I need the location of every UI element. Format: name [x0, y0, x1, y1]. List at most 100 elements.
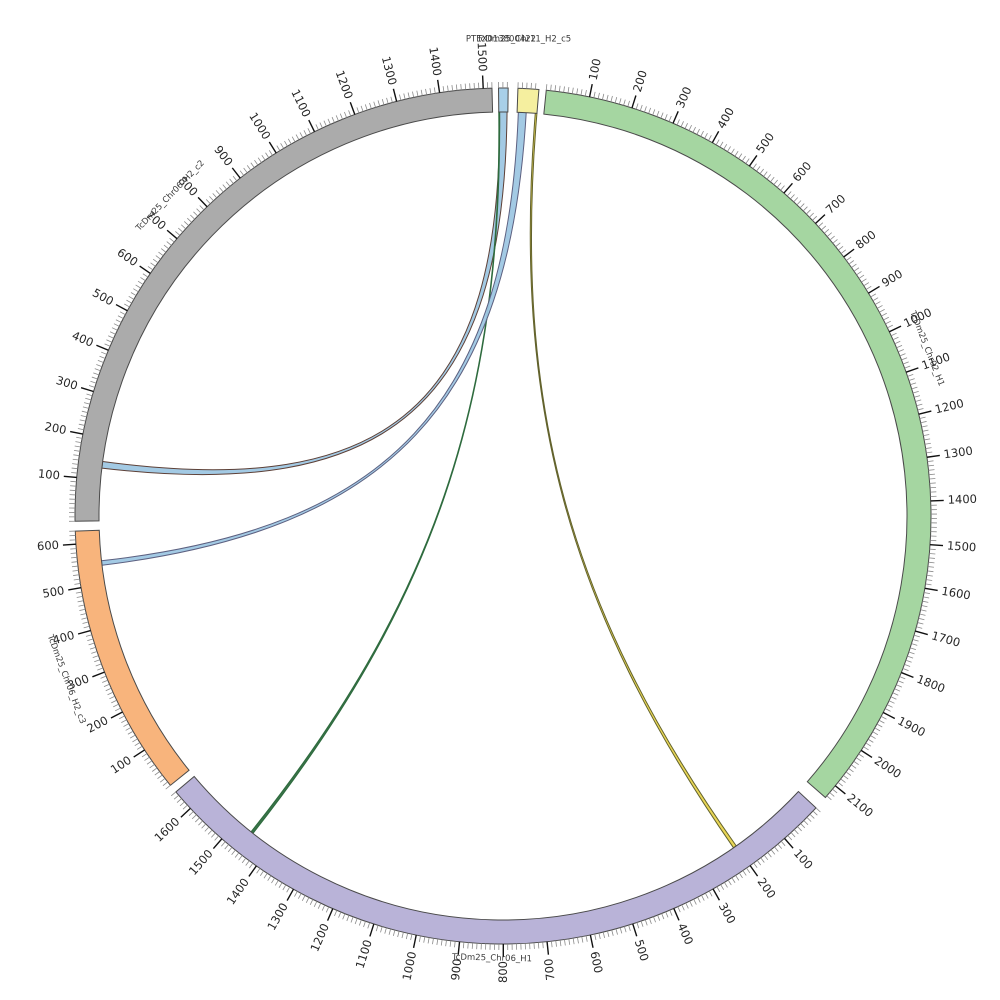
major-tick — [308, 119, 316, 133]
segment-label-TcDm25_Chr06_H1: TcDm25_Chr06_H1 — [451, 952, 532, 964]
minor-tick — [821, 225, 827, 231]
tick-label: 600 — [115, 245, 141, 269]
minor-tick — [342, 913, 346, 920]
minor-tick — [445, 940, 447, 947]
tick-label: 900 — [879, 267, 905, 290]
minor-tick — [928, 473, 936, 476]
link-ribbon-3 — [529, 112, 737, 849]
minor-tick — [926, 451, 933, 454]
minor-tick — [259, 870, 264, 877]
minor-tick — [460, 84, 462, 91]
minor-tick — [72, 458, 79, 461]
minor-tick — [274, 880, 279, 886]
minor-tick — [219, 187, 224, 193]
tick-label: 700 — [541, 958, 557, 981]
minor-tick — [896, 344, 903, 349]
segment-arc-TcDm25_Chr02_H1 — [543, 89, 932, 799]
tick-label: 200 — [630, 68, 650, 93]
minor-tick — [803, 820, 809, 826]
minor-tick — [286, 886, 291, 893]
minor-tick — [777, 843, 783, 849]
minor-tick — [214, 835, 219, 841]
major-tick — [62, 543, 76, 546]
tick-label: 300 — [716, 900, 739, 926]
minor-tick — [689, 900, 693, 907]
minor-tick — [644, 919, 648, 926]
minor-tick — [455, 84, 458, 91]
tick-label: 100 — [108, 753, 134, 777]
minor-tick — [872, 297, 879, 302]
minor-tick — [107, 691, 114, 696]
minor-tick — [554, 85, 557, 92]
minor-tick — [97, 667, 104, 671]
major-tick — [712, 888, 721, 901]
minor-tick — [321, 904, 326, 911]
minor-tick — [132, 738, 138, 743]
minor-tick — [87, 638, 94, 642]
minor-tick — [399, 94, 402, 101]
minor-tick — [83, 402, 90, 405]
major-tick — [412, 934, 417, 948]
minor-tick — [221, 841, 226, 847]
minor-tick — [309, 899, 314, 906]
minor-tick — [190, 214, 195, 220]
major-tick — [814, 214, 826, 225]
minor-tick — [307, 128, 311, 134]
minor-tick — [926, 574, 933, 577]
minor-tick — [464, 83, 467, 90]
tick-label: 400 — [51, 628, 76, 647]
minor-tick — [907, 655, 914, 659]
minor-tick — [369, 102, 372, 109]
tick-label: 2100 — [844, 791, 876, 820]
minor-tick — [918, 617, 925, 621]
minor-tick — [572, 938, 575, 945]
minor-tick — [246, 165, 252, 171]
minor-tick — [898, 349, 904, 353]
minor-tick — [287, 138, 292, 145]
major-tick — [133, 749, 145, 758]
minor-tick — [449, 940, 452, 947]
major-tick — [248, 865, 257, 877]
minor-tick — [921, 605, 928, 608]
tick-label: 500 — [41, 583, 65, 600]
minor-tick — [652, 109, 656, 116]
minor-tick — [111, 699, 117, 704]
minor-tick — [152, 258, 159, 264]
tick-label: 200 — [84, 713, 110, 736]
minor-tick — [908, 651, 915, 655]
minor-tick — [806, 817, 812, 822]
minor-tick — [134, 742, 141, 747]
minor-tick — [72, 463, 79, 465]
minor-tick — [82, 406, 89, 409]
minor-tick — [697, 897, 701, 903]
minor-tick — [119, 311, 126, 316]
minor-tick — [346, 915, 350, 922]
minor-tick — [623, 99, 626, 106]
minor-tick — [796, 200, 802, 206]
major-tick — [286, 888, 295, 901]
minor-tick — [639, 104, 643, 111]
minor-tick — [802, 206, 808, 212]
minor-tick — [660, 112, 664, 119]
minor-tick — [676, 119, 680, 126]
minor-tick — [377, 100, 381, 107]
major-tick — [589, 934, 594, 948]
tick-label: 1100 — [288, 87, 313, 119]
minor-tick — [826, 795, 832, 801]
minor-tick — [163, 244, 169, 250]
minor-tick — [140, 277, 146, 282]
major-tick — [369, 923, 375, 937]
minor-tick — [73, 454, 80, 457]
minor-tick — [597, 92, 600, 99]
link-ribbon-1 — [250, 111, 501, 835]
minor-tick — [108, 335, 114, 339]
minor-tick — [81, 617, 88, 620]
minor-tick — [545, 84, 548, 91]
minor-tick — [180, 224, 186, 230]
tick-label: 1600 — [941, 584, 972, 603]
minor-tick — [442, 86, 445, 93]
minor-tick — [735, 875, 740, 881]
minor-tick — [105, 687, 112, 692]
minor-tick — [215, 190, 221, 196]
